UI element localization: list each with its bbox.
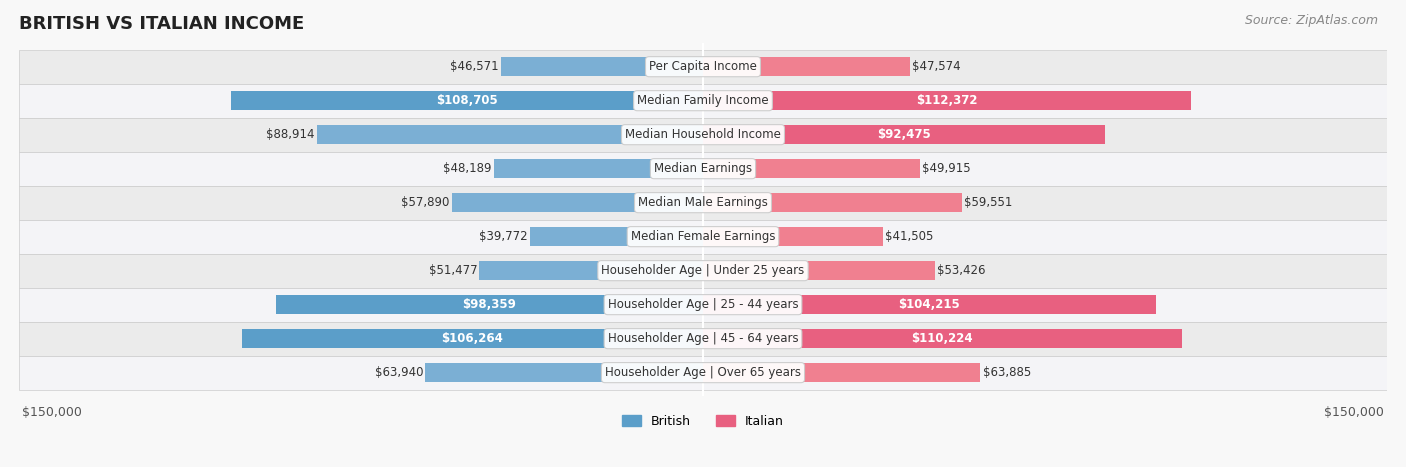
Text: $39,772: $39,772 xyxy=(479,230,529,243)
Text: Householder Age | Under 25 years: Householder Age | Under 25 years xyxy=(602,264,804,277)
Text: Source: ZipAtlas.com: Source: ZipAtlas.com xyxy=(1244,14,1378,27)
Bar xyxy=(20,84,1386,118)
Text: $51,477: $51,477 xyxy=(429,264,477,277)
Text: $49,915: $49,915 xyxy=(922,162,970,175)
Bar xyxy=(494,159,703,178)
Text: $108,705: $108,705 xyxy=(436,94,498,107)
Text: Median Male Earnings: Median Male Earnings xyxy=(638,196,768,209)
Text: Per Capita Income: Per Capita Income xyxy=(650,60,756,73)
Text: $92,475: $92,475 xyxy=(877,128,931,141)
Bar xyxy=(231,92,703,110)
Bar xyxy=(20,219,1386,254)
Text: $112,372: $112,372 xyxy=(917,94,977,107)
Bar xyxy=(703,262,935,280)
Bar xyxy=(703,159,920,178)
Text: $57,890: $57,890 xyxy=(401,196,450,209)
Bar xyxy=(703,363,980,382)
Bar xyxy=(20,50,1386,84)
Text: BRITISH VS ITALIAN INCOME: BRITISH VS ITALIAN INCOME xyxy=(20,15,304,33)
Text: $59,551: $59,551 xyxy=(963,196,1012,209)
Text: $106,264: $106,264 xyxy=(441,332,503,345)
Text: $47,574: $47,574 xyxy=(911,60,960,73)
Text: $53,426: $53,426 xyxy=(938,264,986,277)
Text: Median Female Earnings: Median Female Earnings xyxy=(631,230,775,243)
Text: Householder Age | Over 65 years: Householder Age | Over 65 years xyxy=(605,366,801,379)
Bar xyxy=(20,356,1386,389)
Bar xyxy=(276,295,703,314)
Legend: British, Italian: British, Italian xyxy=(617,410,789,432)
Text: Householder Age | 25 - 44 years: Householder Age | 25 - 44 years xyxy=(607,298,799,311)
Text: $41,505: $41,505 xyxy=(886,230,934,243)
Text: $46,571: $46,571 xyxy=(450,60,499,73)
Bar xyxy=(20,152,1386,186)
Text: $63,885: $63,885 xyxy=(983,366,1031,379)
Text: $48,189: $48,189 xyxy=(443,162,492,175)
Bar xyxy=(20,288,1386,322)
Bar xyxy=(20,118,1386,152)
Bar xyxy=(703,329,1181,348)
Text: $110,224: $110,224 xyxy=(911,332,973,345)
Text: $98,359: $98,359 xyxy=(463,298,516,311)
Bar xyxy=(703,227,883,246)
Bar xyxy=(20,186,1386,219)
Text: Median Earnings: Median Earnings xyxy=(654,162,752,175)
Bar xyxy=(426,363,703,382)
Bar xyxy=(451,193,703,212)
Bar xyxy=(703,92,1191,110)
Text: Median Household Income: Median Household Income xyxy=(626,128,780,141)
Bar xyxy=(530,227,703,246)
Bar xyxy=(242,329,703,348)
Bar xyxy=(703,125,1105,144)
Text: $63,940: $63,940 xyxy=(374,366,423,379)
Bar xyxy=(20,322,1386,356)
Bar xyxy=(703,295,1156,314)
Bar xyxy=(501,57,703,76)
Text: $88,914: $88,914 xyxy=(266,128,315,141)
Text: Median Family Income: Median Family Income xyxy=(637,94,769,107)
Bar xyxy=(703,193,962,212)
Bar xyxy=(20,254,1386,288)
Text: $104,215: $104,215 xyxy=(898,298,960,311)
Bar xyxy=(316,125,703,144)
Text: Householder Age | 45 - 64 years: Householder Age | 45 - 64 years xyxy=(607,332,799,345)
Bar xyxy=(479,262,703,280)
Bar xyxy=(703,57,910,76)
